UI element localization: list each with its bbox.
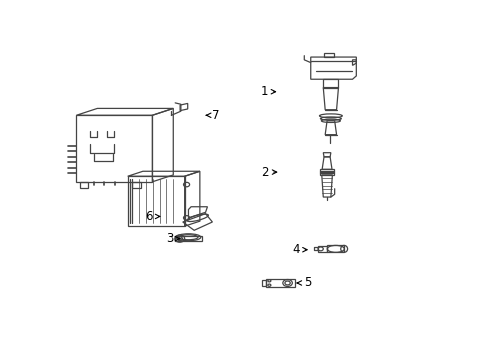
Text: 3: 3 <box>166 232 179 245</box>
Text: 5: 5 <box>297 276 311 289</box>
Text: 1: 1 <box>261 85 275 98</box>
Text: 4: 4 <box>292 243 307 256</box>
Text: 2: 2 <box>261 166 277 179</box>
Text: 6: 6 <box>146 210 160 223</box>
Text: 7: 7 <box>206 109 220 122</box>
